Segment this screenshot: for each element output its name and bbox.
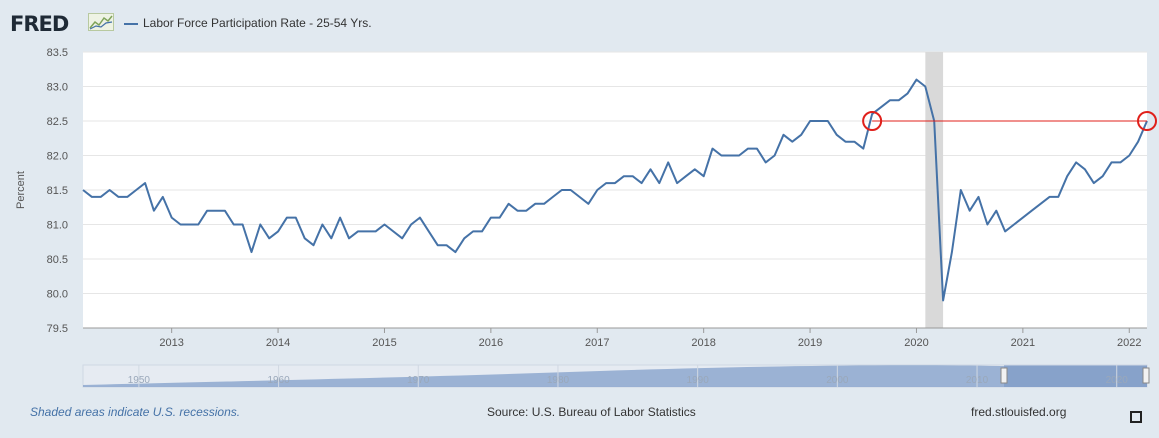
navigator-area [83, 365, 1147, 387]
series-group [82, 78, 1148, 302]
navigator-tick-label: 2000 [826, 375, 849, 386]
x-tick-label: 2019 [798, 337, 822, 349]
x-tick-label: 2013 [159, 337, 183, 349]
y-axis-ticks: 79.5 80.0 80.5 81.0 81.5 82.0 82.5 83.0 83.5 [47, 47, 68, 335]
annotation-circle [862, 111, 883, 131]
legend[interactable]: Labor Force Participation Rate - 25-54 Y… [124, 16, 372, 30]
y-tick-label: 83.5 [47, 47, 68, 59]
x-tick-label: 2020 [904, 337, 928, 349]
navigator-tick-label: 2020 [1106, 375, 1129, 386]
x-tick-label: 2018 [691, 337, 715, 349]
line-chart[interactable]: 79.5 80.0 80.5 81.0 81.5 82.0 82.5 83.0 83.5 201… [0, 44, 1159, 394]
legend-swatch [124, 22, 138, 25]
navigator-selection[interactable] [1004, 365, 1147, 387]
navigator-tick-label: 1990 [687, 375, 710, 386]
annotation-circle [1137, 111, 1157, 131]
x-tick-label: 2014 [266, 337, 290, 349]
site-link[interactable]: fred.stlouisfed.org [971, 405, 1067, 419]
fred-logo[interactable]: FRED [10, 12, 69, 36]
legend-label: Labor Force Participation Rate - 25-54 Y… [143, 16, 372, 30]
navigator-tick-label: 2010 [966, 375, 989, 386]
fullscreen-icon[interactable] [1130, 411, 1142, 423]
y-tick-label: 81.0 [47, 220, 68, 232]
navigator-tick-label: 1970 [407, 375, 430, 386]
recessions-note: Shaded areas indicate U.S. recessions. [30, 405, 241, 419]
annotations [862, 111, 1157, 131]
series-line [82, 78, 1148, 302]
x-tick-label: 2017 [585, 337, 609, 349]
range-navigator[interactable]: 1950 1960 1970 1980 1990 2000 2010 2020 [82, 364, 1150, 388]
y-tick-label: 82.5 [47, 116, 68, 128]
navigator-tick-label: 1950 [128, 375, 151, 386]
navigator-tick-label: 1960 [267, 375, 290, 386]
y-tick-label: 81.5 [47, 185, 68, 197]
navigator-handle-left[interactable] [1000, 367, 1008, 384]
y-tick-label: 79.5 [47, 323, 68, 335]
x-axis-ticks: 2013 2014 2015 2016 2017 2018 2019 2020 2021 2022 [159, 328, 1142, 349]
navigator-handle-right[interactable] [1142, 367, 1150, 384]
chart-header: FRED Labor Force Participation Rate - 25… [0, 0, 1159, 44]
x-tick-label: 2021 [1011, 337, 1035, 349]
y-tick-label: 83.0 [47, 82, 68, 94]
y-axis-label: Percent [15, 171, 27, 209]
x-tick-label: 2015 [372, 337, 396, 349]
y-tick-label: 80.0 [47, 289, 68, 301]
y-tick-label: 82.0 [47, 151, 68, 163]
navigator-ticks: 1950 1960 1970 1980 1990 2000 2010 2020 [128, 365, 1129, 387]
line-graph-icon [88, 13, 114, 31]
source-note: Source: U.S. Bureau of Labor Statistics [487, 405, 696, 419]
y-tick-label: 80.5 [47, 254, 68, 266]
x-tick-label: 2022 [1117, 337, 1141, 349]
x-tick-label: 2016 [479, 337, 503, 349]
navigator-tick-label: 1980 [547, 375, 570, 386]
